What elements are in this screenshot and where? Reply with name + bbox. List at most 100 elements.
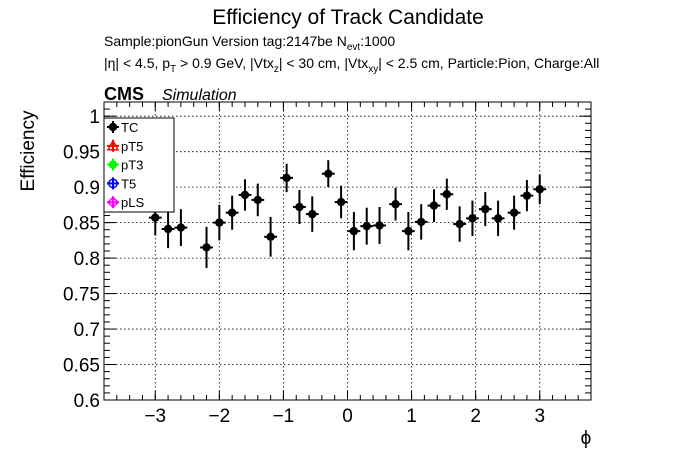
data-point	[334, 185, 348, 219]
legend-marker	[108, 178, 118, 189]
point-marker	[509, 208, 519, 217]
grid-lines	[104, 102, 591, 401]
point-marker	[455, 219, 464, 229]
legend-label: TC	[121, 120, 138, 135]
axes: −3 −2 −1 0 1 2 3 0.6 0.65 0.7 0.75 0.8 0.85 0.9 0.95 1	[63, 101, 592, 427]
point-marker	[442, 190, 452, 199]
y-tick-label: 0.7	[74, 320, 100, 341]
point-marker	[349, 226, 359, 236]
simulation-label: Simulation	[162, 87, 237, 104]
legend-marker	[108, 160, 118, 169]
legend-entry: pT5	[106, 139, 143, 154]
legend-entry: T5	[107, 176, 136, 191]
x-tick-label: 3	[534, 406, 545, 427]
data-point	[212, 204, 226, 241]
point-marker	[176, 223, 186, 232]
x-tick-label: −2	[209, 406, 231, 427]
point-marker	[282, 173, 291, 183]
x-tick-label: −3	[144, 406, 166, 427]
y-tick-label: 0.95	[63, 143, 100, 164]
pt-subscript: T	[170, 63, 177, 75]
data-point	[321, 160, 335, 188]
data-point	[251, 183, 265, 217]
y-tick-label: 0.8	[74, 249, 100, 270]
y-tick-label: 0.6	[74, 391, 100, 412]
data-point	[533, 174, 547, 205]
point-marker	[404, 226, 413, 236]
x-tick-label: 1	[406, 406, 417, 427]
x-tick-label: 2	[470, 406, 481, 427]
legend-label: T5	[121, 176, 136, 191]
point-marker	[391, 199, 400, 209]
data-points	[148, 160, 547, 269]
sample-info-line: Sample:pionGun Version tag:2147be Nevt:1…	[104, 33, 395, 53]
vtxz-subscript: z	[273, 63, 279, 75]
data-point	[373, 207, 386, 244]
point-marker	[308, 209, 317, 219]
point-marker	[215, 218, 224, 227]
point-marker	[324, 169, 333, 178]
sample-info-text: Sample:pionGun Version tag:2147be N	[104, 33, 347, 49]
legend-marker	[106, 196, 120, 209]
point-marker	[416, 217, 426, 227]
data-point	[280, 163, 294, 193]
point-marker	[202, 243, 211, 252]
data-point	[520, 180, 534, 212]
point-marker	[468, 214, 477, 223]
legend-marker	[106, 139, 120, 151]
point-marker	[429, 201, 439, 210]
point-marker	[227, 208, 237, 217]
point-marker	[535, 185, 544, 194]
point-marker	[522, 191, 532, 200]
cut-vtxz: > 0.9 GeV, |Vtx	[176, 55, 274, 71]
data-point	[478, 192, 492, 227]
nevt-value: :1000	[360, 33, 396, 49]
point-marker	[295, 202, 304, 212]
data-point	[401, 211, 415, 251]
legend-entry: pT3	[107, 158, 143, 173]
point-marker	[163, 224, 173, 234]
cut-vtxxy: | < 30 cm, |Vtx	[278, 55, 369, 71]
data-point	[225, 195, 239, 230]
data-point	[466, 200, 479, 237]
x-tick-label: −1	[273, 406, 295, 427]
point-marker	[253, 195, 262, 205]
data-point	[360, 207, 374, 245]
data-point	[161, 209, 175, 249]
point-marker	[151, 213, 160, 222]
legend-label: pT3	[121, 158, 143, 173]
data-point	[453, 206, 467, 242]
data-point	[264, 216, 278, 257]
cms-label: CMS	[104, 84, 144, 104]
legend-marker	[108, 122, 118, 132]
data-point	[347, 211, 361, 251]
data-point	[440, 178, 454, 210]
point-marker	[266, 232, 275, 242]
data-point	[414, 204, 428, 240]
data-point	[389, 187, 402, 221]
point-marker	[493, 214, 503, 223]
y-tick-label: 0.65	[63, 356, 100, 377]
data-point	[200, 226, 213, 269]
y-tick-label: 1	[89, 107, 100, 128]
legend-label: pT5	[121, 139, 143, 154]
data-point	[293, 189, 306, 225]
point-marker	[336, 197, 346, 207]
data-point	[427, 189, 441, 222]
point-marker	[362, 221, 371, 231]
point-marker	[240, 190, 250, 200]
legend-entry: pLS	[106, 195, 144, 210]
legend-label: pLS	[121, 195, 144, 210]
data-point	[507, 195, 521, 230]
point-marker	[481, 204, 490, 214]
cut-eta-pt: |η| < 4.5, p	[104, 55, 171, 71]
x-tick-label: 0	[342, 406, 353, 427]
y-tick-label: 0.85	[63, 214, 100, 235]
legend: TC pT5 pT3 T5 pLS	[103, 117, 175, 213]
selection-cuts-line: |η| < 4.5, pT > 0.9 GeV, |Vtxz| < 30 cm,…	[104, 55, 599, 75]
x-axis-label: ϕ	[581, 428, 592, 449]
chart-title: Efficiency of Track Candidate	[212, 6, 484, 29]
nevt-subscript: evt	[346, 41, 361, 53]
data-point	[491, 200, 505, 237]
